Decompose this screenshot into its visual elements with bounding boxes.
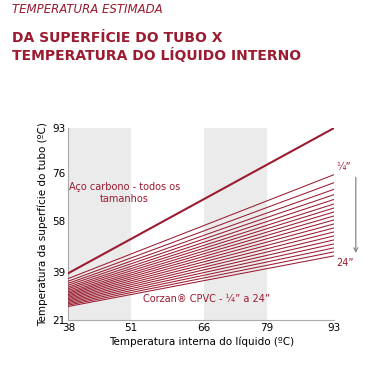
Text: ¼”: ¼” bbox=[336, 162, 351, 172]
Text: Aço carbono - todos os
tamanhos: Aço carbono - todos os tamanhos bbox=[69, 183, 180, 204]
Text: Corzan® CPVC - ¼” a 24”: Corzan® CPVC - ¼” a 24” bbox=[143, 294, 270, 304]
Bar bbox=[68, 128, 131, 320]
X-axis label: Temperatura interna do líquido (ºC): Temperatura interna do líquido (ºC) bbox=[109, 337, 294, 347]
Text: 24”: 24” bbox=[336, 258, 354, 268]
Text: DA SUPERFÍCIE DO TUBO X
TEMPERATURA DO LÍQUIDO INTERNO: DA SUPERFÍCIE DO TUBO X TEMPERATURA DO L… bbox=[12, 31, 301, 64]
Text: TEMPERATURA ESTIMADA: TEMPERATURA ESTIMADA bbox=[12, 3, 162, 16]
Y-axis label: Temperatura da superfície do tubo (ºC): Temperatura da superfície do tubo (ºC) bbox=[38, 122, 48, 326]
Bar bbox=[204, 128, 267, 320]
